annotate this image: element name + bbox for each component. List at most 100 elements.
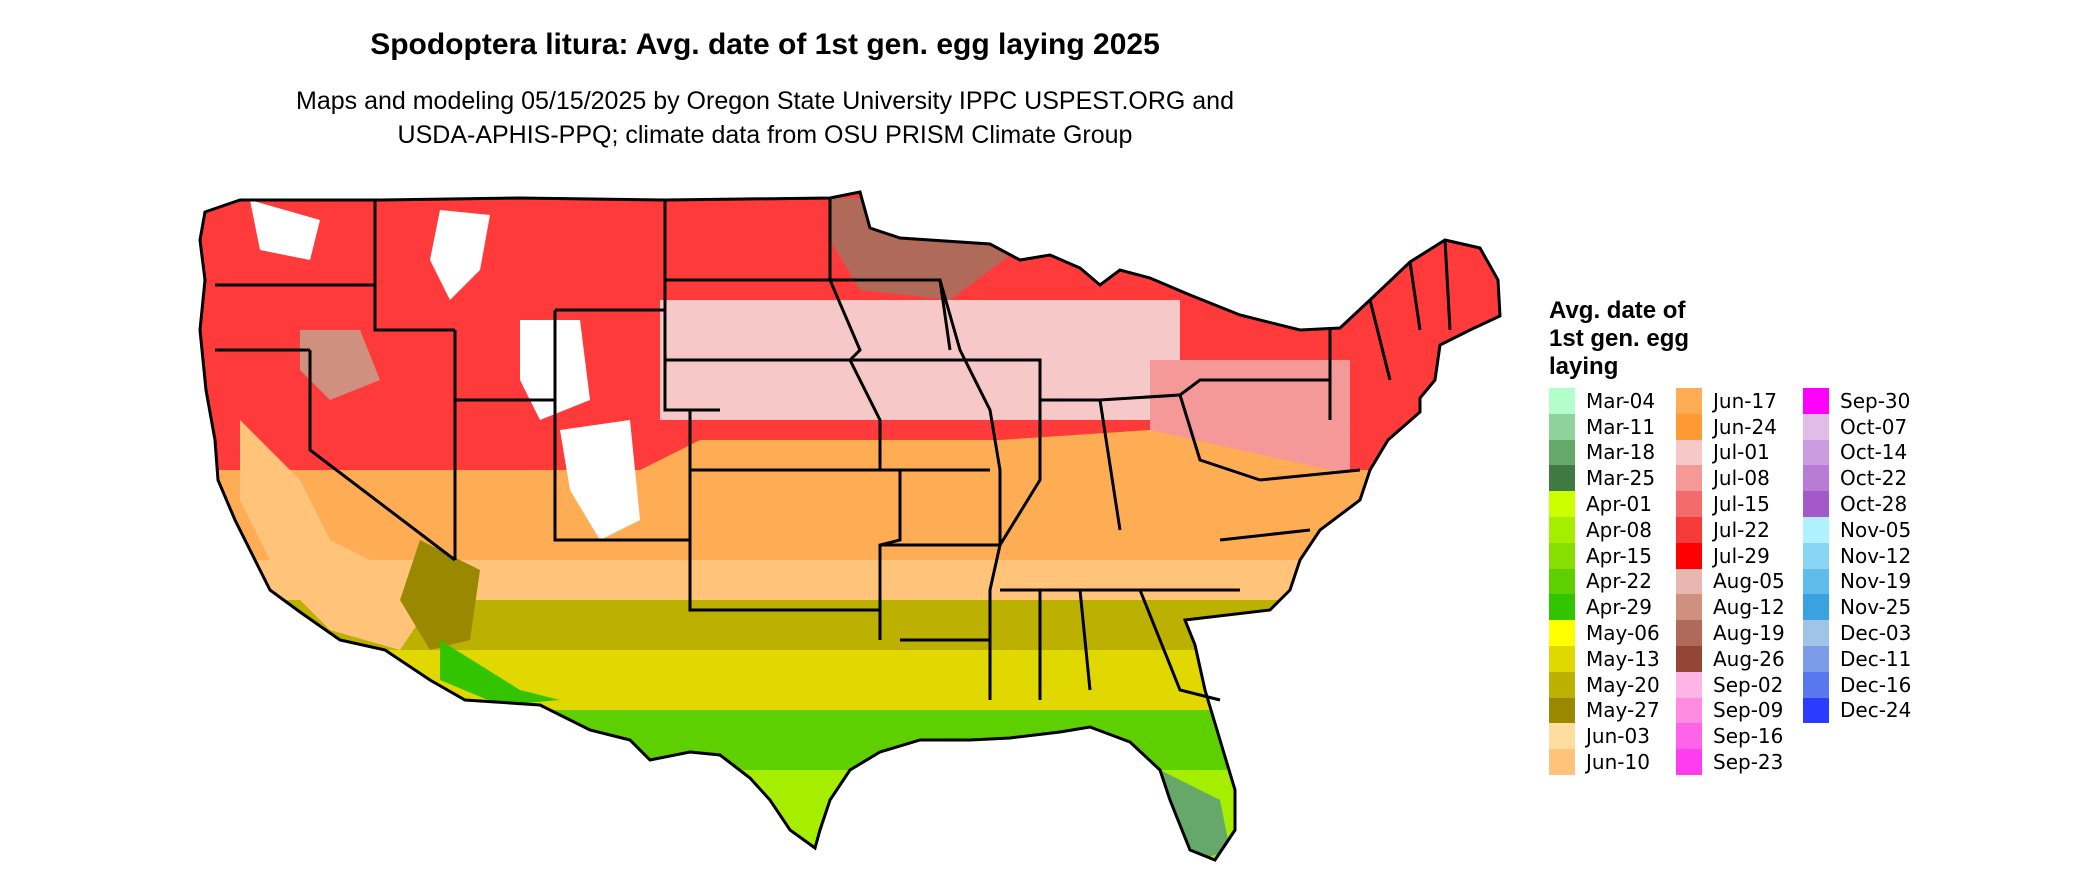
legend-item: Jul-15 <box>1676 491 1806 517</box>
legend-item: Jun-03 <box>1549 723 1679 750</box>
legend-item: Sep-30 <box>1803 388 1933 414</box>
legend-swatch <box>1803 465 1829 492</box>
legend-item: Aug-12 <box>1676 594 1806 621</box>
legend-label: Mar-11 <box>1586 414 1656 439</box>
legend-swatch <box>1803 542 1829 569</box>
legend-item: Mar-25 <box>1549 465 1679 492</box>
legend-swatch <box>1549 491 1575 517</box>
legend-item: Sep-16 <box>1676 723 1806 750</box>
raster-basin-brown <box>300 330 380 400</box>
legend-label: May-06 <box>1586 621 1660 646</box>
map-subtitle: Maps and modeling 05/15/2025 by Oregon S… <box>0 84 1530 152</box>
raster-band-yellow <box>200 650 1500 710</box>
legend-swatch <box>1549 697 1575 724</box>
legend-label: Apr-01 <box>1586 492 1652 517</box>
legend-item: Dec-24 <box>1803 697 1933 724</box>
border-west-2 <box>663 200 900 640</box>
legend-item: Mar-04 <box>1549 388 1679 414</box>
legend-item: May-20 <box>1549 671 1679 698</box>
legend-swatch <box>1803 413 1829 440</box>
border-east-2 <box>1099 239 1452 542</box>
raster-california <box>240 420 420 650</box>
legend-item: Oct-28 <box>1803 491 1933 517</box>
legend-label: Nov-12 <box>1840 543 1912 568</box>
legend-swatch <box>1803 594 1829 621</box>
legend-label: May-20 <box>1586 672 1660 697</box>
legend-item: May-13 <box>1549 645 1679 672</box>
legend-swatch <box>1676 388 1702 414</box>
legend-label: Nov-19 <box>1840 569 1912 594</box>
legend-item: Oct-07 <box>1803 413 1933 440</box>
legend-swatch <box>1549 568 1575 595</box>
legend-label: Dec-03 <box>1840 621 1912 646</box>
legend-swatch <box>1549 749 1575 775</box>
legend-label: Mar-04 <box>1586 388 1656 413</box>
legend-swatch <box>1549 671 1575 698</box>
legend-swatch <box>1676 413 1702 440</box>
legend-item: Sep-02 <box>1676 671 1806 698</box>
legend-swatch <box>1803 388 1829 414</box>
legend-swatch <box>1676 671 1702 698</box>
map-title: Spodoptera litura: Avg. date of 1st gen.… <box>370 28 1160 61</box>
raster-band-green <box>200 710 1500 770</box>
legend-swatch <box>1803 491 1829 517</box>
legend-label: Jul-29 <box>1713 543 1770 568</box>
legend-item: Mar-18 <box>1549 439 1679 466</box>
legend-swatch <box>1549 620 1575 646</box>
legend-item: Apr-29 <box>1549 594 1679 621</box>
legend-column-1: Mar-04 Mar-11 Mar-18 Mar-25 Apr-01 Apr-08 Apr-… <box>1549 388 1679 775</box>
legend-swatch <box>1803 568 1829 595</box>
legend-item: Jun-10 <box>1549 749 1679 775</box>
legend-swatch <box>1803 516 1829 543</box>
raster-band-light-green <box>200 770 1500 860</box>
legend-label: Jul-01 <box>1713 440 1770 465</box>
legend-label: Jul-22 <box>1713 517 1770 542</box>
legend-label: Dec-11 <box>1840 646 1912 671</box>
legend-item: Jun-24 <box>1676 413 1806 440</box>
legend-swatch <box>1549 439 1575 466</box>
legend-item: Nov-19 <box>1803 568 1933 595</box>
legend-item: Mar-11 <box>1549 413 1679 440</box>
legend-item: Dec-11 <box>1803 645 1933 672</box>
legend-label: Apr-29 <box>1586 595 1652 620</box>
legend-label: Jun-10 <box>1586 750 1650 775</box>
legend-item: Nov-25 <box>1803 594 1933 621</box>
legend-swatch <box>1549 413 1575 440</box>
legend-column-2: Jun-17 Jun-24 Jul-01 Jul-08 Jul-15 Jul-22 Jul-… <box>1676 388 1806 775</box>
legend-label: Oct-22 <box>1840 466 1908 491</box>
legend-label: Aug-26 <box>1713 646 1785 671</box>
raster-high-elevation-4 <box>560 420 640 540</box>
legend-label: Jul-15 <box>1713 492 1770 517</box>
legend-swatch <box>1803 671 1829 698</box>
legend-item: Jul-22 <box>1676 516 1806 543</box>
legend-title: Avg. date of 1st gen. egg laying <box>1549 297 1749 381</box>
legend-swatch <box>1676 439 1702 466</box>
legend-item: Sep-23 <box>1676 749 1806 775</box>
legend-item: Dec-16 <box>1803 671 1933 698</box>
legend-label: Aug-19 <box>1713 621 1785 646</box>
raster-high-elevation-1 <box>250 200 320 260</box>
legend-label: Aug-05 <box>1713 569 1785 594</box>
legend-title-line-2: 1st gen. egg <box>1549 325 1690 352</box>
legend-label: Oct-14 <box>1840 440 1908 465</box>
legend-label: Nov-25 <box>1840 595 1912 620</box>
legend-swatch <box>1676 465 1702 492</box>
raster-band-orange <box>200 430 1500 560</box>
legend-label: Sep-09 <box>1713 698 1784 723</box>
legend-label: Aug-12 <box>1713 595 1785 620</box>
legend-label: Sep-30 <box>1840 388 1911 413</box>
subtitle-line-2: USDA-APHIS-PPQ; climate data from OSU PR… <box>397 121 1133 149</box>
legend-swatch <box>1803 697 1829 724</box>
legend-swatch <box>1803 439 1829 466</box>
legend-label: Mar-18 <box>1586 440 1656 465</box>
legend-label: May-27 <box>1586 698 1660 723</box>
legend-swatch <box>1676 516 1702 543</box>
legend-label: Jun-17 <box>1713 388 1777 413</box>
legend-item: Apr-22 <box>1549 568 1679 595</box>
legend-item: May-27 <box>1549 697 1679 724</box>
legend-swatch <box>1803 620 1829 646</box>
us-egg-laying-map <box>198 190 1502 862</box>
legend-label: Mar-25 <box>1586 466 1656 491</box>
legend-swatch <box>1676 697 1702 724</box>
legend-label: Jun-03 <box>1586 724 1650 749</box>
